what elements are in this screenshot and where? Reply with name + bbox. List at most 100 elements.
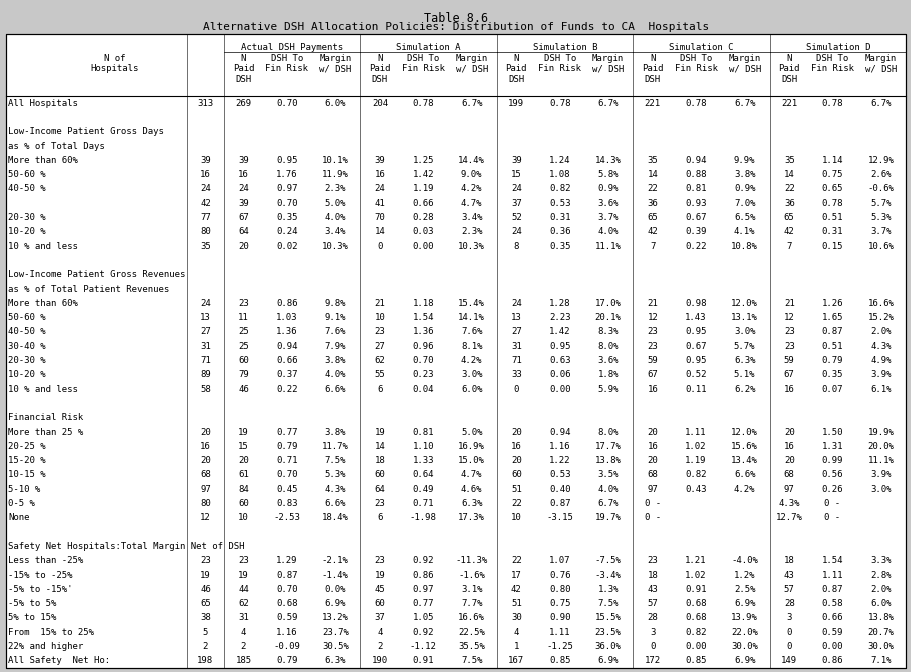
Text: 0.94: 0.94 [684,156,706,165]
Text: 0: 0 [650,642,655,651]
Text: 4.0%: 4.0% [324,370,345,380]
Text: 20: 20 [510,456,521,465]
Text: 0: 0 [377,242,383,251]
Text: 3.0%: 3.0% [869,485,891,494]
Text: 0.87: 0.87 [548,499,569,508]
Text: 11: 11 [238,313,249,322]
Text: 21: 21 [647,299,658,308]
Text: 3.5%: 3.5% [597,470,619,479]
Text: 1.33: 1.33 [412,456,434,465]
Text: -1.4%: -1.4% [322,571,348,579]
Text: 6.3%: 6.3% [733,356,754,365]
Text: 10: 10 [510,513,521,522]
Text: 51: 51 [510,599,521,608]
Text: 14.4%: 14.4% [458,156,485,165]
Text: 0: 0 [785,642,791,651]
Text: Simulation B: Simulation B [532,43,597,52]
Text: 57: 57 [647,599,658,608]
Text: 14: 14 [374,227,384,237]
Text: 3.0%: 3.0% [460,370,482,380]
Text: 0.00: 0.00 [821,642,843,651]
Text: Margin
w/ DSH: Margin w/ DSH [591,54,624,73]
Text: 46: 46 [238,384,249,394]
Text: 0.66: 0.66 [821,614,843,622]
Text: 0.87: 0.87 [821,327,843,337]
Text: 19.7%: 19.7% [594,513,621,522]
Text: 19: 19 [238,427,249,437]
Text: 60: 60 [238,356,249,365]
Text: 20-30 %: 20-30 % [8,213,46,222]
Text: 15.5%: 15.5% [594,614,621,622]
Text: 1.8%: 1.8% [597,370,619,380]
Text: 12: 12 [783,313,793,322]
Text: 0.94: 0.94 [276,342,297,351]
Text: 1.10: 1.10 [412,442,434,451]
Text: 0.79: 0.79 [821,356,843,365]
Text: 31: 31 [200,342,210,351]
Text: 16: 16 [374,170,384,179]
Text: 0.37: 0.37 [276,370,297,380]
Text: 15: 15 [238,442,249,451]
Text: 6.9%: 6.9% [733,599,754,608]
Text: 39: 39 [200,156,210,165]
Text: 6.3%: 6.3% [460,499,482,508]
Text: 14.1%: 14.1% [458,313,485,322]
Text: 20.1%: 20.1% [594,313,621,322]
Text: -5% to 5%: -5% to 5% [8,599,56,608]
Text: 44: 44 [238,585,249,594]
Text: 67: 67 [238,213,249,222]
Text: 20: 20 [647,427,658,437]
Text: More than 25 %: More than 25 % [8,427,83,437]
Text: 5.7%: 5.7% [733,342,754,351]
Text: 20-30 %: 20-30 % [8,356,46,365]
Text: 35: 35 [647,156,658,165]
Text: 1: 1 [513,642,518,651]
Text: 23: 23 [238,299,249,308]
Text: -1.6%: -1.6% [458,571,485,579]
Text: 4.3%: 4.3% [869,342,891,351]
Text: 0.87: 0.87 [276,571,297,579]
Text: 57: 57 [783,585,793,594]
Text: 167: 167 [507,657,524,665]
Text: 6.5%: 6.5% [733,213,754,222]
Text: 41: 41 [374,199,384,208]
Text: 0.0%: 0.0% [324,585,345,594]
Text: N
Paid
DSH: N Paid DSH [505,54,527,84]
Text: 89: 89 [200,370,210,380]
Text: 36.0%: 36.0% [594,642,621,651]
Text: 15.2%: 15.2% [866,313,894,322]
Text: 1.54: 1.54 [412,313,434,322]
Text: 16.9%: 16.9% [458,442,485,451]
Text: 21: 21 [374,299,384,308]
Text: 20-25 %: 20-25 % [8,442,46,451]
Text: 16.6%: 16.6% [458,614,485,622]
Text: Margin
w/ DSH: Margin w/ DSH [456,54,487,73]
Text: 0.88: 0.88 [684,170,706,179]
Text: 3.9%: 3.9% [869,470,891,479]
Text: 1.02: 1.02 [684,442,706,451]
Text: 190: 190 [372,657,387,665]
Text: 0.51: 0.51 [821,342,843,351]
Text: 22: 22 [510,499,521,508]
Text: 11.7%: 11.7% [322,442,348,451]
Text: 3.8%: 3.8% [324,427,345,437]
Text: 1.19: 1.19 [412,184,434,194]
Text: 0.31: 0.31 [821,227,843,237]
Text: 77: 77 [200,213,210,222]
Text: 12: 12 [200,513,210,522]
Text: 20: 20 [238,242,249,251]
Text: 68: 68 [647,470,658,479]
Text: 0.68: 0.68 [684,614,706,622]
Text: 0.86: 0.86 [276,299,297,308]
Text: 16: 16 [200,442,210,451]
Text: -0.6%: -0.6% [866,184,894,194]
Text: 0 -: 0 - [644,513,660,522]
Text: 0.23: 0.23 [412,370,434,380]
Text: 59: 59 [647,356,658,365]
Text: 20: 20 [200,456,210,465]
Text: 0.68: 0.68 [276,599,297,608]
Text: 6.0%: 6.0% [460,384,482,394]
Text: 10.6%: 10.6% [866,242,894,251]
Text: 0.53: 0.53 [548,470,569,479]
Text: 0: 0 [513,384,518,394]
